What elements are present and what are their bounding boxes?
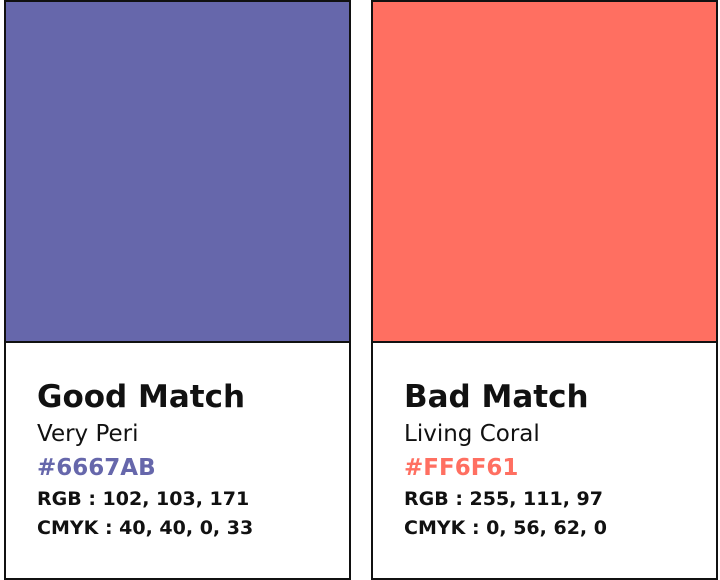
rgb-value: RGB : 102, 103, 171 (37, 488, 250, 510)
card-title: Good Match (37, 379, 246, 415)
color-swatch (373, 2, 716, 343)
color-card: Bad Match Living Coral #FF6F61 RGB : 255, 1… (371, 0, 718, 580)
color-card: Good Match Very Peri #6667AB RGB : 102, 103… (4, 0, 351, 580)
color-name: Living Coral (404, 421, 540, 447)
cmyk-value: CMYK : 40, 40, 0, 33 (37, 517, 254, 539)
color-swatch (6, 2, 349, 343)
card-title: Bad Match (404, 379, 589, 415)
color-hex: #6667AB (37, 455, 156, 481)
color-hex: #FF6F61 (404, 455, 519, 481)
color-name: Very Peri (37, 421, 139, 447)
color-info: Good Match Very Peri #6667AB RGB : 102, 103… (6, 343, 349, 543)
rgb-value: RGB : 255, 111, 97 (404, 488, 603, 510)
cmyk-value: CMYK : 0, 56, 62, 0 (404, 517, 607, 539)
color-info: Bad Match Living Coral #FF6F61 RGB : 255, 1… (373, 343, 716, 543)
